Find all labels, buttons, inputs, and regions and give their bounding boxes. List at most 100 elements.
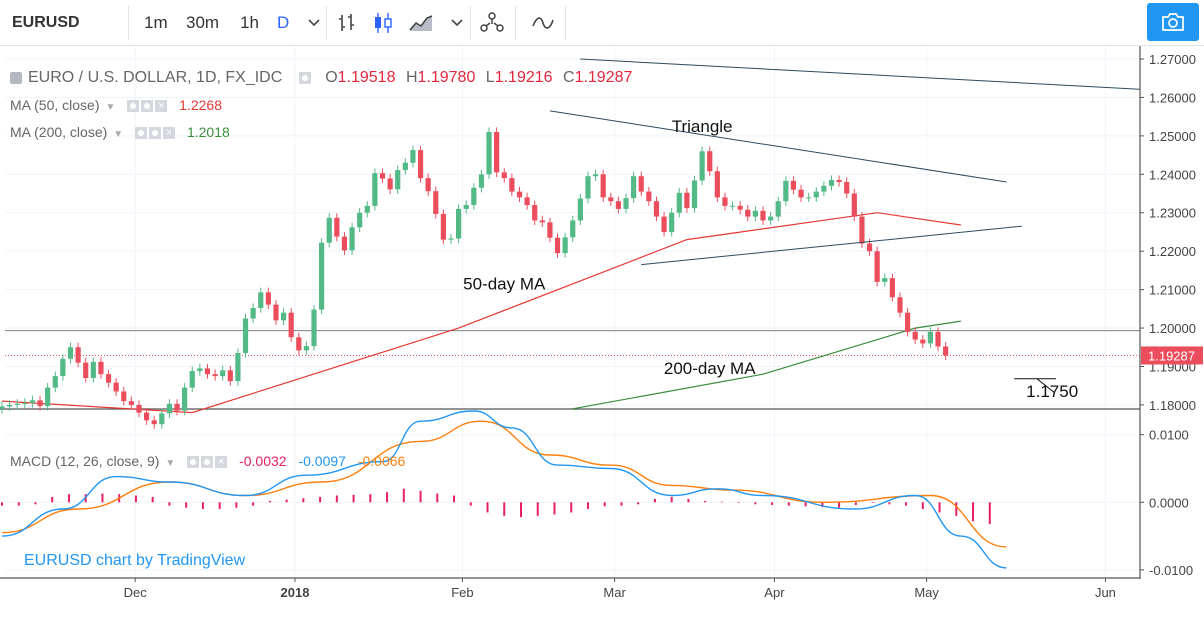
candle-body [714, 171, 720, 198]
candle-body [319, 242, 325, 310]
settings-icon[interactable] [201, 456, 214, 469]
candle-body [844, 181, 850, 194]
eye-icon[interactable] [187, 456, 200, 469]
candle [182, 383, 188, 416]
candle [98, 357, 104, 379]
macd-label[interactable]: MACD (12, 26, close, 9) [10, 453, 160, 469]
candle-body [760, 210, 766, 221]
candle [341, 231, 348, 256]
interval-30m-button[interactable]: 30m [186, 13, 220, 32]
candle-body [554, 237, 561, 254]
candle-body [372, 173, 378, 206]
candle-body [509, 178, 515, 192]
chevron-down-icon[interactable]: ▼ [113, 129, 124, 140]
candle [729, 201, 736, 211]
candle-body [83, 362, 89, 379]
candle-body [349, 227, 355, 251]
candle-body [547, 222, 553, 238]
macd-legend: MACD (12, 26, close, 9) ▼ × -0.0032 -0.00… [10, 451, 405, 471]
candle [143, 408, 150, 425]
candle-body [539, 220, 545, 223]
eye-icon[interactable] [135, 127, 148, 140]
watermark: EURUSD chart by TradingView [24, 552, 246, 569]
candle-body [242, 318, 249, 354]
chevron-down-icon[interactable]: ▼ [165, 458, 176, 469]
candle [83, 358, 89, 383]
candle [539, 215, 545, 227]
bar-chart-icon[interactable] [334, 10, 360, 36]
trendline [549, 110, 1007, 183]
candle-body [250, 308, 256, 319]
close-value: 1.19287 [574, 69, 633, 86]
candle-body [220, 370, 226, 377]
candle [265, 287, 271, 310]
candle-body [745, 209, 751, 217]
settings-icon[interactable] [141, 100, 154, 113]
candle [912, 327, 918, 345]
last-price-tag [1141, 346, 1203, 365]
candle-body [174, 403, 180, 411]
chart-canvas[interactable]: Triangle 50-day MA 200-day MA 1.1750 1.2700… [0, 46, 1204, 624]
indicators-icon[interactable] [530, 10, 556, 36]
candle [395, 165, 401, 194]
candle [798, 185, 804, 202]
candle-body [722, 197, 728, 206]
toolbar-separator [515, 6, 516, 40]
annotations[interactable]: Triangle 50-day MA 200-day MA 1.1750 [463, 117, 1078, 401]
chevron-down-icon[interactable]: ▼ [105, 102, 116, 113]
candle [676, 188, 682, 218]
eye-icon[interactable] [10, 71, 22, 84]
candle-body [212, 374, 218, 377]
candle-body [417, 150, 424, 179]
candle [14, 399, 20, 410]
candle [699, 146, 705, 186]
candle [851, 188, 857, 222]
candle [197, 363, 203, 376]
settings-icon[interactable] [149, 127, 162, 140]
candle [486, 127, 492, 179]
chevron-down-icon[interactable] [301, 10, 327, 36]
area-chart-icon[interactable] [408, 10, 434, 36]
ma200-label[interactable]: MA (200, close) [10, 124, 108, 140]
candle [7, 400, 13, 412]
candle [722, 192, 728, 211]
candle-body [204, 368, 211, 375]
interval-d-button[interactable]: D [277, 13, 290, 32]
candle [121, 386, 127, 406]
macd-tick-label: 0.0100 [1149, 428, 1189, 443]
candle-body [501, 172, 507, 179]
close-icon[interactable]: × [215, 456, 228, 469]
interval-1m-button[interactable]: 1m [144, 13, 168, 32]
eye-icon[interactable] [127, 100, 140, 113]
close-icon[interactable]: × [163, 127, 176, 140]
candle [768, 211, 774, 226]
candle-body [768, 216, 774, 221]
candle [615, 196, 622, 214]
candle [707, 146, 713, 176]
candle-body [729, 205, 736, 207]
time-tick-label: Mar [603, 585, 626, 600]
candle-body [303, 346, 309, 351]
ma200-value: 1.2018 [186, 124, 230, 140]
interval-1h-button[interactable]: 1h [240, 13, 259, 32]
ma50-legend: MA (50, close) ▼ × 1.2268 [10, 95, 222, 115]
candle-body [691, 180, 698, 209]
candle [570, 215, 576, 242]
candle [669, 208, 675, 237]
ma50-line [1, 212, 961, 414]
candle-body [669, 212, 675, 232]
symbol-label[interactable]: EURUSD [12, 14, 80, 31]
close-icon[interactable]: × [155, 100, 168, 113]
candle-body [90, 361, 96, 379]
snapshot-button[interactable] [1147, 3, 1199, 41]
candles-icon[interactable] [370, 10, 396, 36]
candle [562, 232, 568, 258]
toolbar-separator [470, 6, 471, 40]
compare-icon[interactable] [479, 10, 505, 36]
settings-icon[interactable] [298, 71, 311, 84]
candle [684, 188, 690, 213]
chevron-down-icon[interactable] [444, 10, 470, 36]
trendlines[interactable] [549, 58, 1204, 394]
candle [273, 299, 279, 325]
ma50-label[interactable]: MA (50, close) [10, 97, 100, 113]
